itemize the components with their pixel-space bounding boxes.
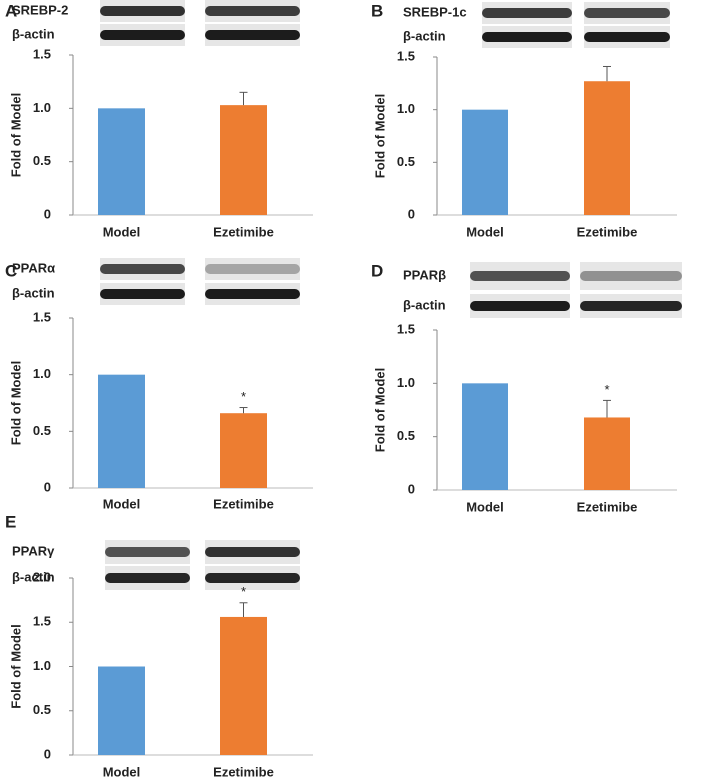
error-bar <box>239 602 248 617</box>
panel-letter: B <box>371 1 383 20</box>
y-tick-label: 0.5 <box>33 153 51 168</box>
y-tick-label: 0 <box>408 481 415 496</box>
blot-band <box>105 547 190 557</box>
blot-band <box>205 6 300 16</box>
blot-band <box>470 301 570 311</box>
y-tick-label: 0.5 <box>397 154 415 169</box>
error-bar <box>603 65 611 82</box>
panel-letter: D <box>371 261 383 280</box>
error-bar <box>239 91 248 106</box>
significance-marker: * <box>241 389 246 404</box>
y-tick-label: 0.5 <box>33 702 51 717</box>
significance-marker: * <box>241 584 246 599</box>
y-tick-label: 0.5 <box>397 428 415 443</box>
blot-label: β-actin <box>403 297 446 312</box>
x-tick-label: Ezetimibe <box>577 499 638 514</box>
blot-label: β-actin <box>12 285 55 300</box>
y-tick-label: 0 <box>44 206 51 221</box>
x-tick-label: Model <box>466 224 504 239</box>
y-tick-label: 0 <box>44 479 51 494</box>
x-tick-label: Model <box>103 496 141 511</box>
bar <box>98 108 145 215</box>
blot-band <box>584 32 670 42</box>
y-tick-label: 0 <box>44 746 51 761</box>
y-tick-label: 0.5 <box>33 423 51 438</box>
panel-letter: A <box>5 1 17 20</box>
y-tick-label: 2.0 <box>33 569 51 584</box>
x-tick-label: Ezetimibe <box>577 224 638 239</box>
bar <box>98 374 145 488</box>
x-tick-label: Ezetimibe <box>213 224 274 239</box>
y-tick-label: 1.5 <box>33 46 51 61</box>
blot-band <box>105 573 190 583</box>
bar <box>98 666 145 755</box>
bar <box>584 81 630 215</box>
blot-label: PPARγ <box>12 543 55 558</box>
y-axis-label: Fold of Model <box>8 624 23 708</box>
y-axis-label: Fold of Model <box>372 368 387 452</box>
x-tick-label: Model <box>103 764 141 779</box>
y-tick-label: 1.0 <box>397 101 415 116</box>
blot-band <box>100 289 185 299</box>
blot-label: SREBP-1c <box>403 4 467 19</box>
y-tick-label: 1.5 <box>397 48 415 63</box>
blot-label: β-actin <box>12 26 55 41</box>
blot-band <box>205 264 300 274</box>
blot-band <box>100 264 185 274</box>
panel-letter: C <box>5 261 17 280</box>
bar <box>220 413 267 488</box>
y-tick-label: 1.5 <box>33 309 51 324</box>
blot-band <box>100 6 185 16</box>
y-axis-label: Fold of Model <box>8 361 23 445</box>
x-tick-label: Model <box>103 224 141 239</box>
x-tick-label: Model <box>466 499 504 514</box>
blot-label: PPARβ <box>403 267 446 282</box>
bar <box>462 109 508 215</box>
blot-band <box>205 573 300 583</box>
y-tick-label: 1.0 <box>397 375 415 390</box>
blot-band <box>482 32 572 42</box>
y-tick-label: 1.5 <box>397 321 415 336</box>
blot-band <box>100 30 185 40</box>
error-bar <box>239 407 248 414</box>
bar <box>462 383 508 490</box>
blot-band <box>580 301 682 311</box>
bar <box>584 417 630 490</box>
blot-band <box>584 8 670 18</box>
x-tick-label: Ezetimibe <box>213 496 274 511</box>
blot-band <box>205 547 300 557</box>
y-tick-label: 1.5 <box>33 614 51 629</box>
y-axis-label: Fold of Model <box>8 93 23 177</box>
blot-band <box>205 30 300 40</box>
blot-label: β-actin <box>403 28 446 43</box>
panel-letter: E <box>5 512 16 531</box>
blot-label: β-actin <box>12 569 55 584</box>
bar <box>220 105 267 215</box>
blot-background <box>580 262 682 290</box>
blot-band <box>482 8 572 18</box>
bar <box>220 616 267 755</box>
blot-band <box>205 289 300 299</box>
significance-marker: * <box>604 382 609 397</box>
y-axis-label: Fold of Model <box>372 94 387 178</box>
y-tick-label: 1.0 <box>33 658 51 673</box>
blot-background <box>205 258 300 280</box>
error-bar <box>603 399 611 418</box>
x-tick-label: Ezetimibe <box>213 764 274 779</box>
blot-label: PPARα <box>12 260 55 275</box>
y-tick-label: 1.0 <box>33 366 51 381</box>
blot-band <box>470 271 570 281</box>
blot-band <box>580 271 682 281</box>
y-tick-label: 0 <box>408 206 415 221</box>
y-tick-label: 1.0 <box>33 100 51 115</box>
blot-label: SREBP-2 <box>12 2 68 17</box>
